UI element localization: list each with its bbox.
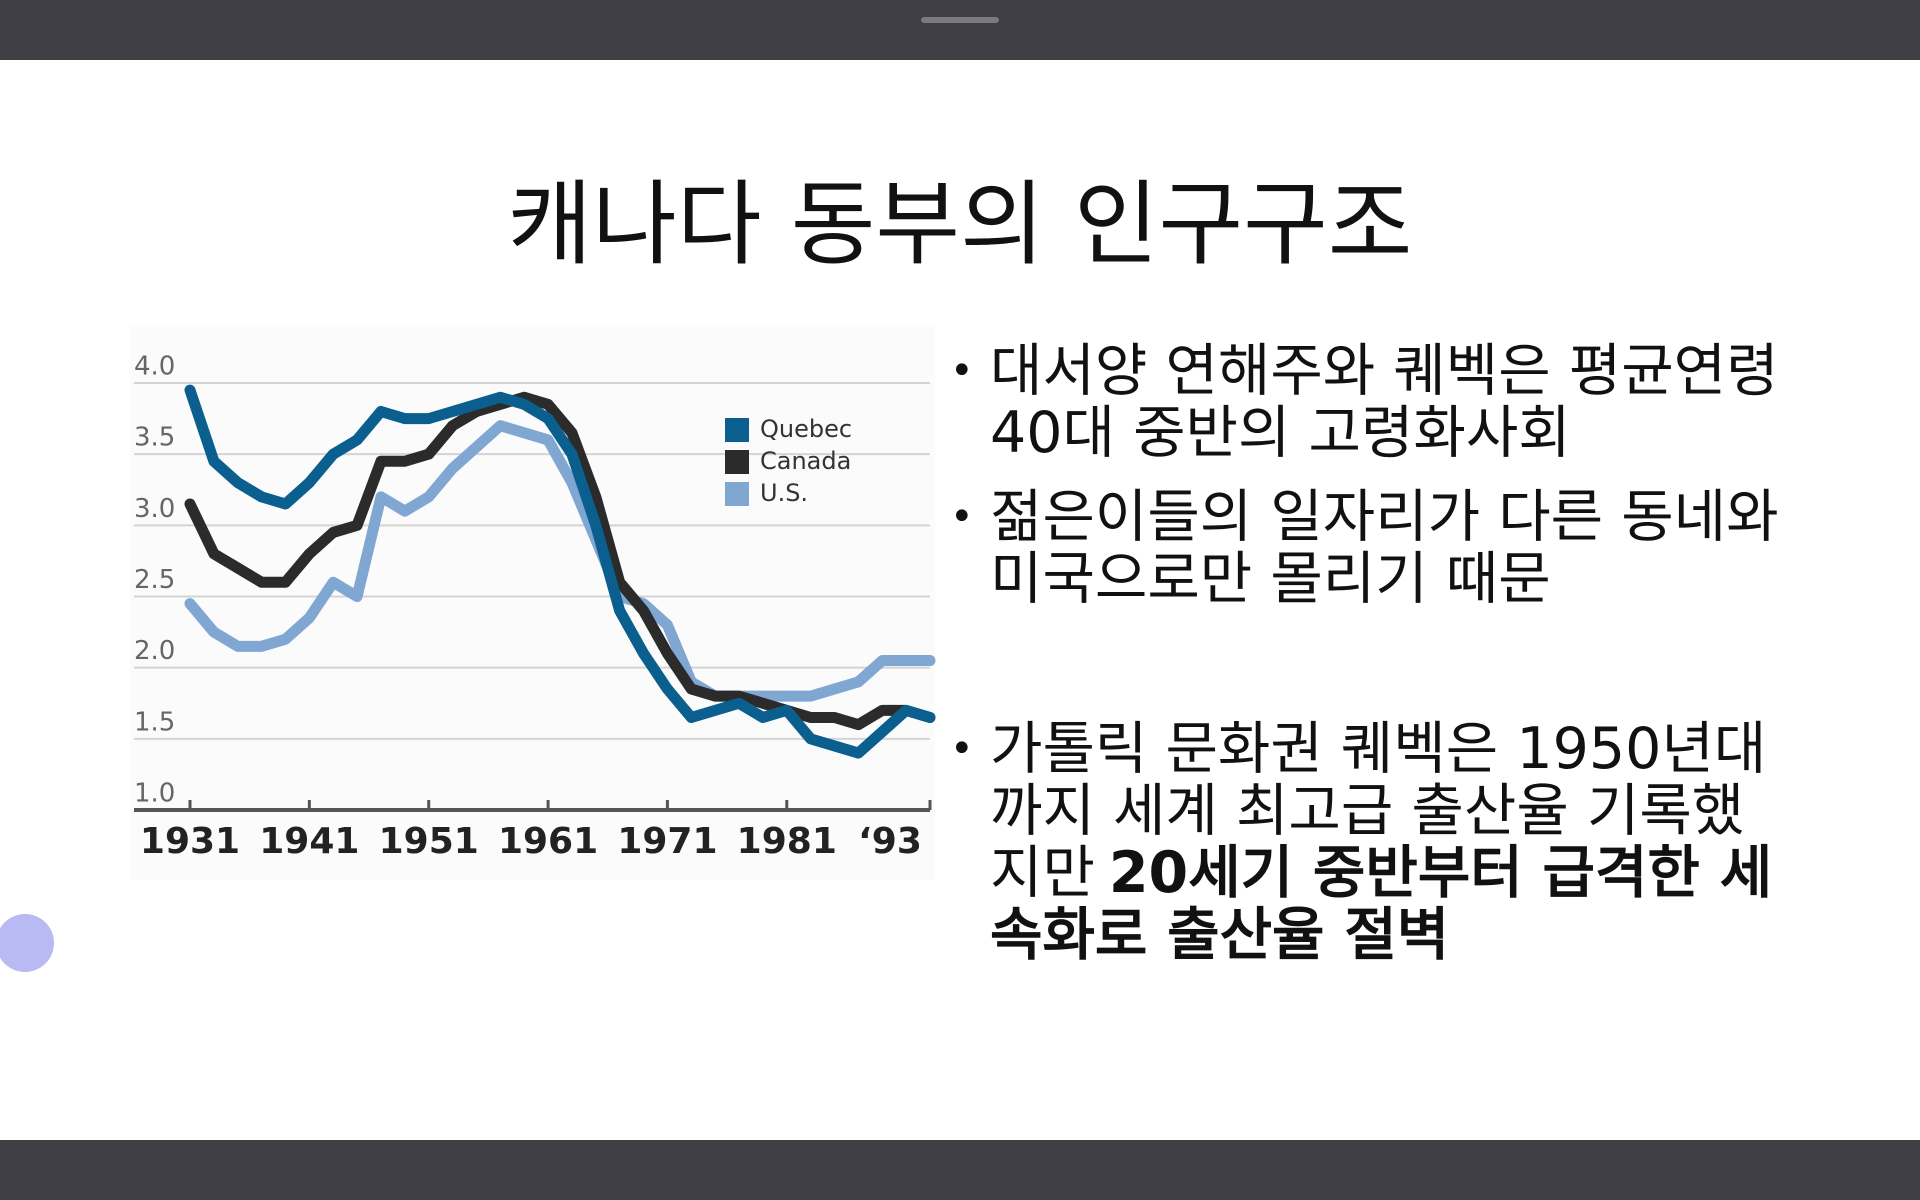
legend-label: Canada xyxy=(760,447,851,475)
bottom-bar xyxy=(0,1140,1920,1200)
y-tick-label: 4.0 xyxy=(134,352,175,382)
bullet-bold-text: 20세기 중반부터 급격한 세속화로 출산율 절벽 xyxy=(990,840,1773,968)
y-tick-label: 3.0 xyxy=(134,494,175,524)
series-line xyxy=(184,420,936,702)
chart-background xyxy=(130,325,935,880)
legend-swatch xyxy=(725,482,749,506)
x-tick-label: 1941 xyxy=(259,821,359,862)
legend-label: Quebec xyxy=(760,415,852,443)
series-line xyxy=(184,384,936,759)
x-tick-label: 1951 xyxy=(379,821,479,862)
bullet: 젊은이들의 일자리가 다른 동네와 미국으로만 몰리기 때문 xyxy=(950,486,1780,610)
x-tick-label: 1931 xyxy=(140,821,240,862)
chart: 1.0 1.5 2.0 2.5 3.0 3.5 4.0 1931 1941 1951 1961 197… xyxy=(130,325,936,880)
x-tick-label: 1961 xyxy=(498,821,598,862)
y-tick-label: 1.5 xyxy=(134,707,175,737)
y-tick-label: 2.5 xyxy=(134,565,175,595)
x-tick-label: 1981 xyxy=(737,821,837,862)
legend-swatch xyxy=(725,450,749,474)
bullet-text: 가톨릭 문화권 퀘벡은 1950년대까지 세계 최고급 출산율 기록했지만 xyxy=(990,716,1767,906)
x-tick-label: ‘93 xyxy=(858,821,922,862)
bullet: 대서양 연해주와 퀘벡은 평균연령 40대 중반의 고령화사회 xyxy=(950,340,1780,464)
pen-tool-button[interactable] xyxy=(0,914,54,972)
drag-handle[interactable] xyxy=(921,17,999,23)
bullet-text: 대서양 연해주와 퀘벡은 평균연령 40대 중반의 고령화사회 xyxy=(990,338,1779,466)
top-bar xyxy=(0,0,1920,60)
y-tick-label: 2.0 xyxy=(134,636,175,666)
legend-label: U.S. xyxy=(760,479,808,507)
y-tick-label: 1.0 xyxy=(134,779,175,809)
bullet: 가톨릭 문화권 퀘벡은 1950년대까지 세계 최고급 출산율 기록했지만20세… xyxy=(950,718,1780,966)
series-line xyxy=(184,391,936,731)
legend-swatch xyxy=(725,418,749,442)
y-tick-label: 3.5 xyxy=(134,423,175,453)
slide-title: 캐나다 동부의 인구구조 xyxy=(507,171,1413,278)
bullet-list: 대서양 연해주와 퀘벡은 평균연령 40대 중반의 고령화사회 젊은이들의 일자… xyxy=(950,340,1780,988)
bullet-text: 젊은이들의 일자리가 다른 동네와 미국으로만 몰리기 때문 xyxy=(990,484,1779,612)
x-tick-label: 1971 xyxy=(617,821,717,862)
